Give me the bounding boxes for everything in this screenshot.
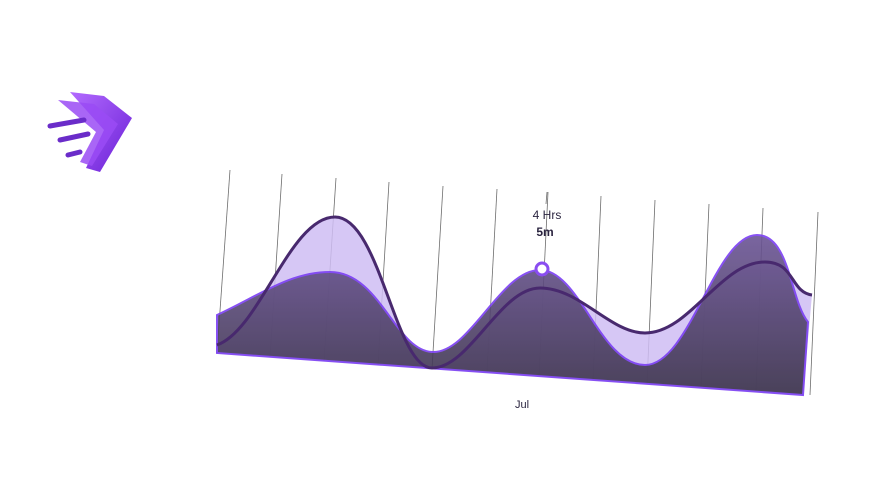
logo: [47, 92, 132, 172]
tooltip-minutes: 5m: [536, 225, 553, 239]
marker: [534, 261, 550, 277]
primary-area: [216, 233, 810, 397]
tooltip-hours: 4 Hrs: [533, 208, 562, 222]
tooltip-stem: [545, 191, 548, 205]
secondary-line: [216, 215, 813, 370]
x-label: Jul: [515, 399, 529, 411]
